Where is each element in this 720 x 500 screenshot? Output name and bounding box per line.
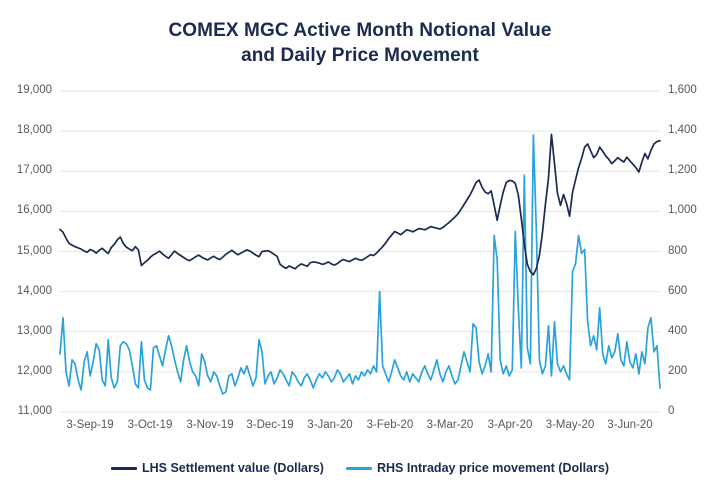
y-axis-left-tick: 17,000: [16, 164, 52, 177]
series-line-intraday: [59, 134, 661, 395]
y-axis-right-tick: 1,600: [668, 84, 697, 96]
x-axis-tick: 3-Feb-20: [366, 419, 414, 431]
x-axis-tick: 3-Jan-20: [307, 419, 353, 431]
y-axis-left-tick: 18,000: [16, 124, 52, 137]
y-axis-left-tick: 19,000: [16, 84, 52, 96]
y-axis-right-tick: 800: [668, 244, 688, 257]
x-axis-tick: 3-Sep-19: [66, 419, 114, 431]
legend-item-settlement: LHS Settlement value (Dollars): [110, 461, 324, 475]
legend-label-settlement: LHS Settlement value (Dollars): [141, 461, 324, 475]
y-axis-left-tick: 12,000: [16, 364, 52, 377]
series-line-settlement: [59, 133, 661, 276]
y-axis-right-tick: 0: [668, 405, 675, 417]
x-axis-tick: 3-Jun-20: [607, 419, 653, 431]
x-axis-tick: 3-Nov-19: [186, 419, 234, 431]
y-axis-right-tick: 1,400: [668, 124, 697, 137]
legend-item-intraday: RHS Intraday price movement (Dollars): [345, 461, 609, 475]
chart-legend: LHS Settlement value (Dollars) RHS Intra…: [0, 461, 720, 475]
y-axis-left-tick: 16,000: [16, 204, 52, 217]
legend-swatch-intraday: [345, 466, 372, 470]
y-axis-right-tick: 1,200: [668, 164, 697, 177]
y-axis-left-tick: 13,000: [16, 324, 52, 337]
x-axis-tick: 3-Dec-19: [246, 419, 294, 431]
y-axis-right-tick: 600: [668, 284, 688, 297]
x-axis-tick: 3-Mar-20: [426, 419, 474, 431]
x-axis-tick: 3-May-20: [545, 419, 595, 431]
y-axis-left-tick: 11,000: [17, 405, 52, 417]
legend-swatch-settlement: [110, 466, 137, 470]
x-axis-tick: 3-Oct-19: [127, 419, 173, 431]
chart-title: COMEX MGC Active Month Notional Value an…: [0, 18, 720, 68]
y-axis-right-tick: 400: [668, 324, 688, 337]
y-axis-left-tick: 15,000: [16, 244, 52, 257]
y-axis-right-tick: 200: [668, 364, 688, 377]
chart-title-line2: and Daily Price Movement: [241, 45, 479, 66]
x-axis-tick: 3-Apr-20: [487, 419, 533, 431]
chart-title-line1: COMEX MGC Active Month Notional Value: [168, 20, 552, 41]
legend-label-intraday: RHS Intraday price movement (Dollars): [376, 461, 609, 475]
y-axis-right-tick: 1,000: [668, 204, 697, 217]
y-axis-left-tick: 14,000: [16, 284, 52, 297]
